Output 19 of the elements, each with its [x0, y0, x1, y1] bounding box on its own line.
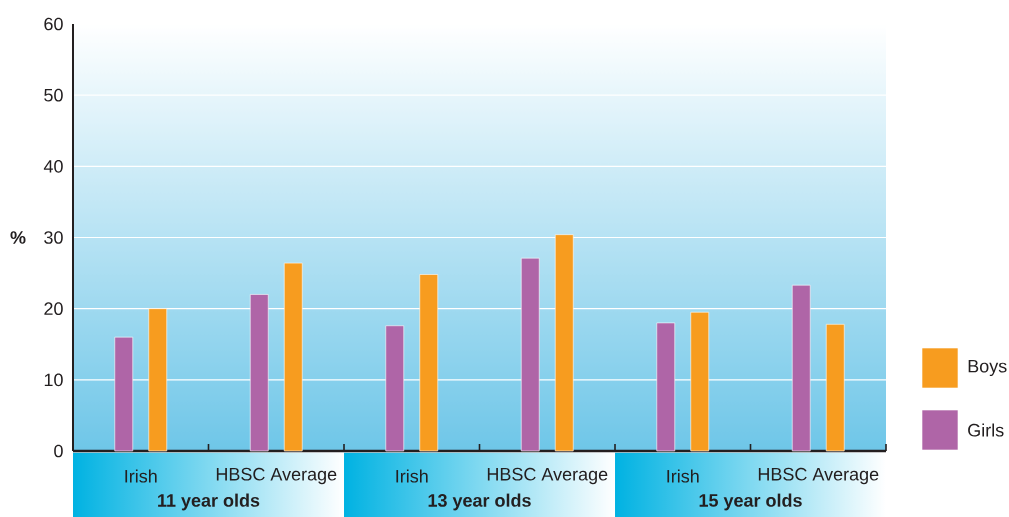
- legend-label: Boys: [968, 359, 1007, 377]
- x-tick-label: Irish: [667, 469, 699, 483]
- y-axis-title: %: [10, 231, 26, 244]
- legend-label: Girls: [968, 423, 1004, 437]
- y-tick-label: 30: [44, 231, 63, 244]
- y-tick-label: 10: [44, 373, 63, 387]
- y-tick-label: 50: [44, 88, 63, 102]
- x-tick-label: HBSC Average: [758, 467, 879, 485]
- y-tick-label: 0: [54, 444, 63, 458]
- text: 15 year olds: [699, 493, 802, 511]
- x-tick-label: HBSC Average: [487, 467, 608, 485]
- y-tick-label: 20: [44, 302, 63, 316]
- x-tick-label: Irish: [396, 469, 428, 483]
- y-tick-label: 60: [44, 17, 63, 31]
- y-tick-label: 40: [43, 159, 63, 173]
- x-tick-label: HBSC Average: [216, 467, 337, 485]
- text: 13 year olds: [428, 493, 531, 511]
- text: 11 year olds: [158, 493, 260, 511]
- x-tick-label: Irish: [125, 469, 157, 483]
